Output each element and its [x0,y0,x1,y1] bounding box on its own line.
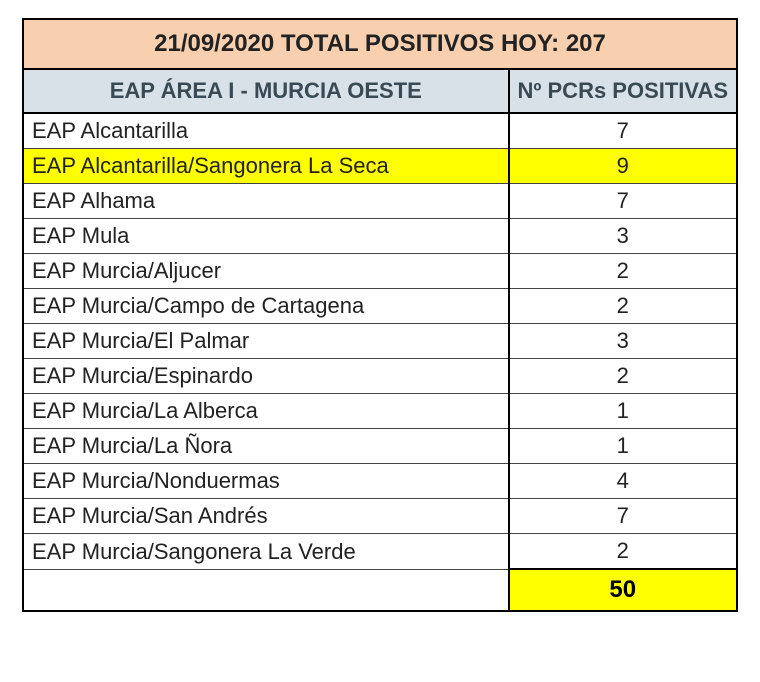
table-row: EAP Alcantarilla7 [23,113,737,149]
row-name: EAP Murcia/Espinardo [23,359,509,394]
table-row: EAP Alhama7 [23,184,737,219]
table-row: EAP Murcia/Campo de Cartagena2 [23,289,737,324]
table-row: EAP Murcia/La Alberca1 [23,394,737,429]
table-row: EAP Alcantarilla/Sangonera La Seca9 [23,149,737,184]
row-name: EAP Alcantarilla/Sangonera La Seca [23,149,509,184]
table-row: EAP Murcia/El Palmar3 [23,324,737,359]
row-name: EAP Murcia/La Alberca [23,394,509,429]
row-name: EAP Alhama [23,184,509,219]
row-name: EAP Murcia/La Ñora [23,429,509,464]
row-value: 2 [509,359,737,394]
total-blank [23,569,509,611]
row-name: EAP Murcia/Aljucer [23,254,509,289]
table-row: EAP Mula3 [23,219,737,254]
row-value: 2 [509,534,737,570]
total-row: 50 [23,569,737,611]
table-title: 21/09/2020 TOTAL POSITIVOS HOY: 207 [23,19,737,69]
header-row: EAP ÁREA I - MURCIA OESTE Nº PCRs POSITI… [23,69,737,113]
row-name: EAP Mula [23,219,509,254]
row-name: EAP Murcia/Sangonera La Verde [23,534,509,570]
row-value: 7 [509,499,737,534]
header-area: EAP ÁREA I - MURCIA OESTE [23,69,509,113]
row-value: 3 [509,324,737,359]
row-name: EAP Alcantarilla [23,113,509,149]
row-value: 7 [509,184,737,219]
pcr-table: 21/09/2020 TOTAL POSITIVOS HOY: 207 EAP … [22,18,738,612]
row-name: EAP Murcia/Nonduermas [23,464,509,499]
row-name: EAP Murcia/Campo de Cartagena [23,289,509,324]
table-row: EAP Murcia/La Ñora1 [23,429,737,464]
table-row: EAP Murcia/Nonduermas4 [23,464,737,499]
title-row: 21/09/2020 TOTAL POSITIVOS HOY: 207 [23,19,737,69]
row-value: 1 [509,429,737,464]
row-value: 4 [509,464,737,499]
row-value: 7 [509,113,737,149]
row-value: 9 [509,149,737,184]
table-row: EAP Murcia/Sangonera La Verde2 [23,534,737,570]
table-row: EAP Murcia/Espinardo2 [23,359,737,394]
table-container: 21/09/2020 TOTAL POSITIVOS HOY: 207 EAP … [0,0,760,630]
row-value: 2 [509,254,737,289]
row-name: EAP Murcia/San Andrés [23,499,509,534]
header-pcr: Nº PCRs POSITIVAS [509,69,737,113]
table-row: EAP Murcia/Aljucer2 [23,254,737,289]
row-value: 1 [509,394,737,429]
row-name: EAP Murcia/El Palmar [23,324,509,359]
table-row: EAP Murcia/San Andrés7 [23,499,737,534]
total-value: 50 [509,569,737,611]
row-value: 2 [509,289,737,324]
row-value: 3 [509,219,737,254]
